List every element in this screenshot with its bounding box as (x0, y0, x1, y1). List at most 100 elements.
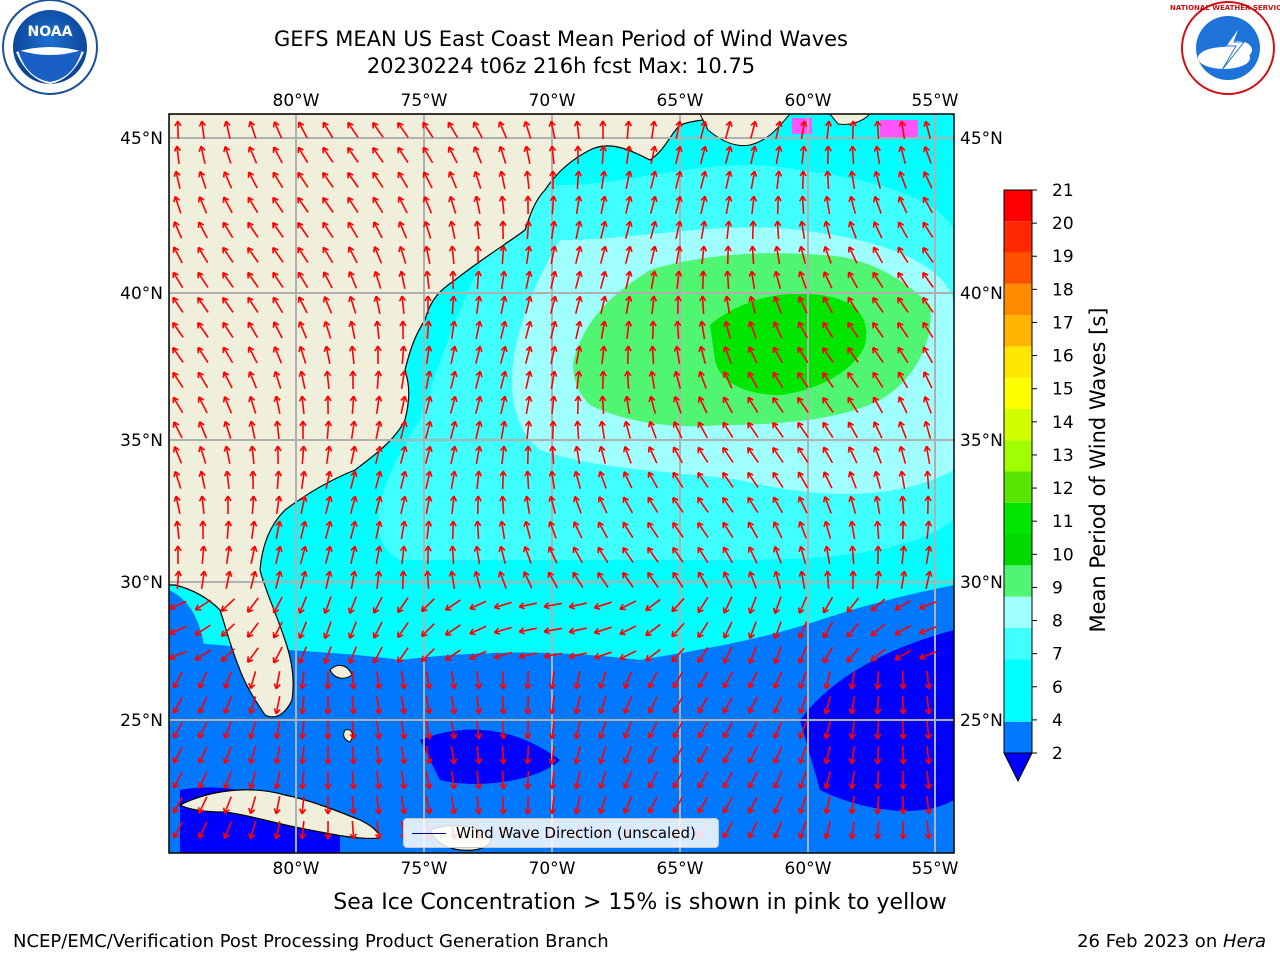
wind-wave-arrow (524, 220, 533, 240)
wind-wave-arrow (247, 221, 259, 238)
wind-wave-arrow (173, 495, 181, 514)
wind-wave-arrow (747, 396, 759, 414)
wind-wave-arrow (724, 120, 733, 139)
wind-wave-arrow (549, 170, 557, 190)
wind-wave-arrow (645, 648, 661, 662)
wind-wave-arrow (698, 370, 707, 389)
wind-wave-arrow (722, 596, 733, 614)
wind-wave-arrow (222, 746, 233, 765)
wind-wave-arrow (599, 395, 607, 415)
wind-wave-arrow (272, 621, 283, 639)
wind-wave-arrow (823, 195, 831, 215)
wind-wave-arrow (273, 721, 281, 740)
wind-wave-arrow (524, 745, 532, 765)
wind-wave-arrow (297, 121, 308, 139)
wind-wave-arrow (872, 445, 882, 464)
wind-wave-arrow (444, 599, 461, 611)
wind-wave-arrow (923, 445, 931, 465)
colorbar-label: 7 (1052, 645, 1063, 665)
wind-wave-arrow (246, 597, 259, 613)
wind-wave-arrow (248, 721, 257, 740)
wind-wave-arrow (672, 771, 684, 789)
wind-wave-arrow (449, 295, 458, 315)
wind-wave-arrow (400, 770, 408, 790)
wind-wave-arrow (899, 695, 907, 715)
wind-wave-arrow (422, 146, 434, 164)
colorbar-label: 14 (1052, 413, 1074, 433)
wind-wave-arrow (647, 696, 658, 714)
colorbar-segment (1004, 346, 1032, 378)
wind-wave-arrow (324, 420, 333, 440)
wind-wave-arrow (518, 627, 537, 635)
wind-wave-arrow (923, 145, 932, 164)
wind-wave-arrow (600, 295, 608, 314)
wind-wave-arrow (247, 296, 259, 313)
wind-wave-arrow (749, 120, 758, 139)
wind-wave-arrow (870, 623, 886, 637)
wind-wave-arrow (622, 746, 633, 764)
wind-wave-arrow (722, 471, 734, 488)
wind-wave-arrow (524, 670, 532, 690)
wind-wave-arrow (672, 746, 684, 764)
wind-wave-arrow (624, 120, 633, 140)
wind-wave-arrow (223, 445, 231, 464)
wind-wave-arrow (172, 446, 183, 464)
wind-wave-arrow (747, 796, 758, 814)
wind-wave-arrow (347, 146, 359, 163)
wind-wave-arrow (397, 146, 409, 163)
wind-wave-arrow (799, 145, 808, 165)
wind-wave-arrow (918, 651, 937, 661)
wind-wave-arrow (324, 670, 332, 690)
wind-wave-arrow (273, 370, 282, 389)
wind-wave-arrow (194, 649, 211, 661)
wind-wave-arrow (822, 271, 833, 289)
wind-wave-arrow (574, 145, 582, 165)
wind-wave-arrow (772, 371, 784, 389)
wind-wave-arrow (599, 145, 608, 165)
wind-wave-arrow (548, 795, 557, 815)
lon-tick-bottom: 75°W (401, 859, 448, 879)
wind-wave-arrow (325, 570, 333, 589)
wind-wave-arrow (375, 420, 383, 439)
wind-wave-arrow (474, 270, 483, 290)
wind-wave-arrow (172, 396, 184, 414)
wind-wave-arrow (772, 721, 783, 739)
wind-wave-arrow (747, 496, 759, 514)
wind-wave-arrow (649, 295, 658, 315)
wind-wave-arrow (273, 771, 281, 790)
wind-wave-arrow (450, 720, 458, 740)
wind-wave-arrow (649, 345, 657, 365)
wind-wave-arrow (250, 520, 258, 540)
colorbar-segment (1004, 690, 1032, 722)
wind-wave-arrow (922, 196, 934, 214)
wind-wave-arrow (674, 195, 683, 214)
wind-wave-arrow (524, 445, 532, 465)
wind-wave-arrow (672, 421, 683, 439)
wind-wave-arrow (222, 321, 234, 338)
wind-wave-arrow (798, 245, 807, 264)
wind-wave-arrow (797, 421, 809, 438)
wind-wave-arrow (747, 771, 758, 789)
wind-wave-arrow (524, 795, 532, 815)
wind-wave-arrow (543, 602, 563, 610)
wind-wave-arrow (297, 596, 308, 614)
wind-wave-arrow (299, 570, 308, 589)
wind-wave-arrow (447, 171, 458, 189)
wind-wave-arrow (747, 596, 757, 615)
wind-wave-arrow (824, 170, 832, 190)
wind-wave-arrow (723, 295, 731, 315)
wind-wave-arrow (674, 170, 683, 189)
wind-wave-arrow (697, 696, 709, 714)
wind-wave-arrow (672, 671, 684, 689)
wind-wave-arrow (448, 195, 457, 214)
wind-wave-arrow (222, 221, 234, 239)
wind-wave-arrow (647, 771, 658, 789)
credit-text: NCEP/EMC/Verification Post Processing Pr… (13, 931, 609, 952)
wind-wave-arrow (523, 495, 531, 515)
wind-wave-arrow (874, 545, 882, 565)
wind-wave-arrow (298, 720, 307, 740)
wind-wave-arrow (197, 421, 208, 439)
wind-wave-arrow (272, 221, 284, 238)
wind-wave-arrow (622, 571, 634, 588)
wind-wave-arrow (349, 795, 357, 815)
